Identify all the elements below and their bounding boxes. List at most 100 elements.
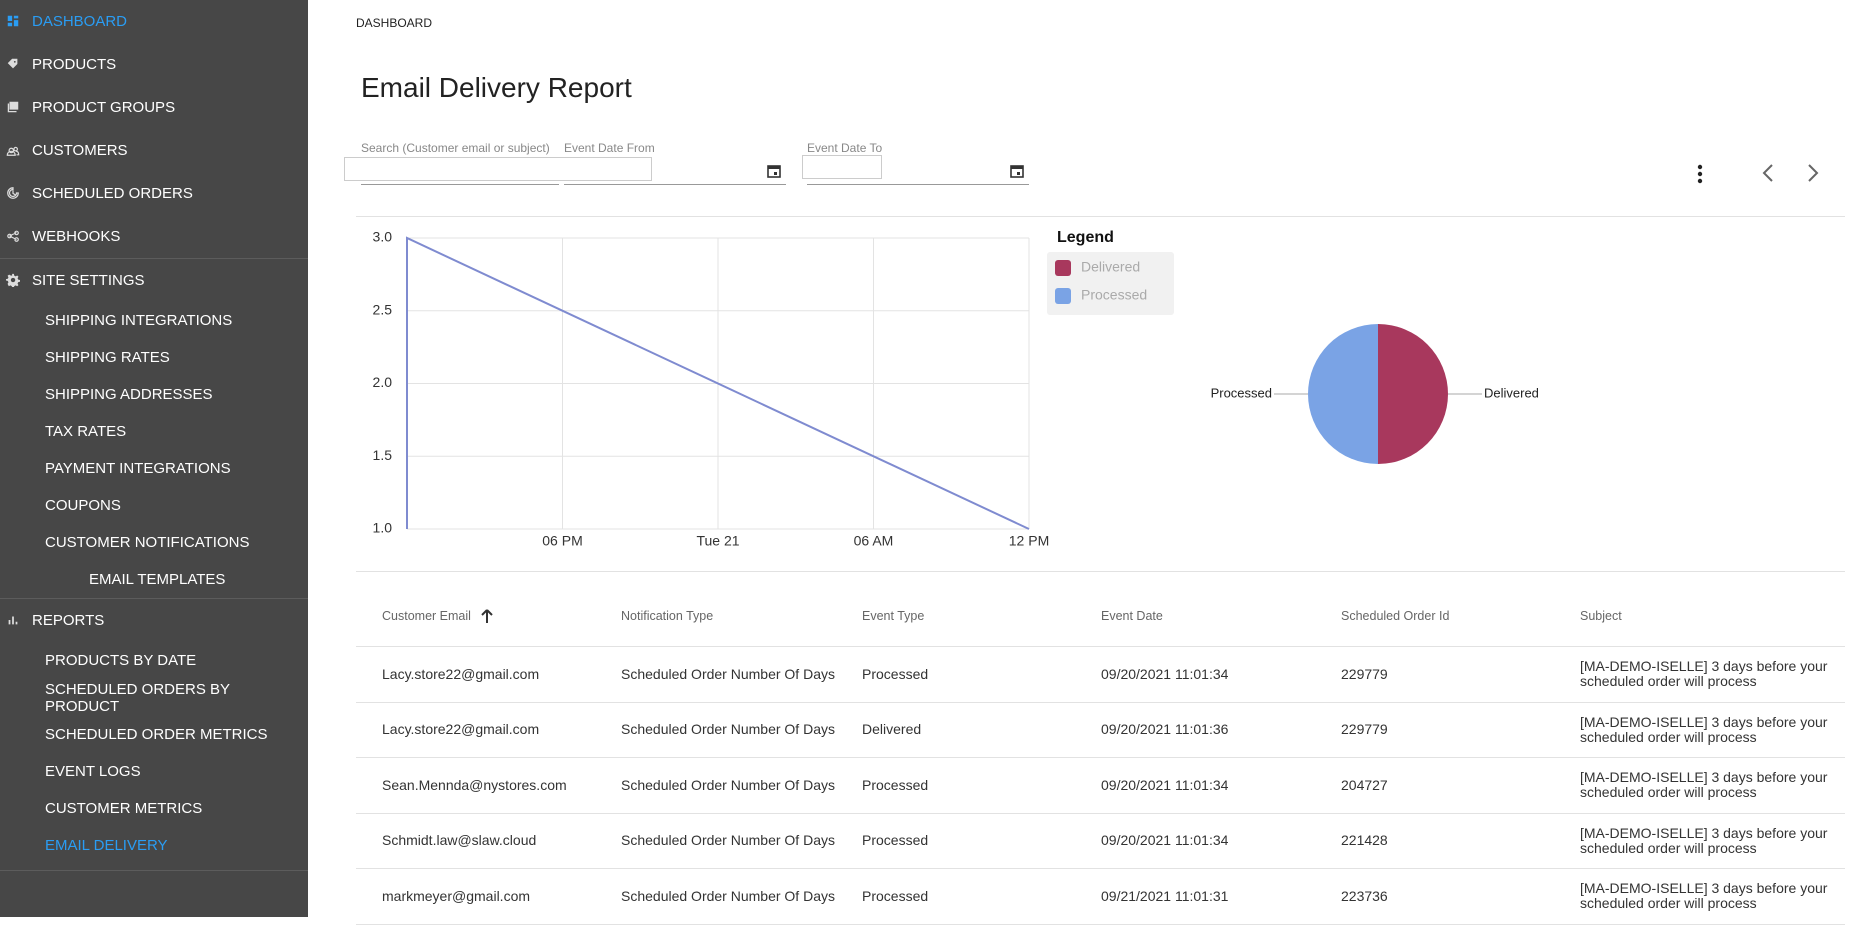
table-cell: Delivered (862, 721, 922, 738)
page-title: Email Delivery Report (361, 72, 632, 103)
nav-divider (0, 258, 308, 259)
sort-arrow-shape (481, 609, 493, 623)
nav-item[interactable]: PRODUCTS (0, 43, 308, 86)
table-cell: [MA-DEMO-ISELLE] 3 days before your sche… (1580, 880, 1828, 912)
calendar-icon[interactable] (767, 164, 781, 178)
nav-item[interactable]: SCHEDULED ORDERS (0, 172, 308, 215)
sort-arrow (481, 609, 493, 623)
column-header-label: Subject (1580, 609, 1622, 623)
nav-subitem[interactable]: SHIPPING INTEGRATIONS (45, 312, 233, 329)
pie-label: Processed (1211, 385, 1272, 400)
nav-item[interactable]: DASHBOARD (0, 0, 308, 43)
nav-icon (7, 58, 18, 69)
column-header[interactable]: Notification Type (621, 586, 856, 646)
prev-page[interactable] (1760, 163, 1776, 183)
table-row[interactable]: Lacy.store22@gmail.com Scheduled Order Nu… (356, 703, 1845, 758)
search-input[interactable] (344, 157, 652, 181)
table-cell: Scheduled Order Number Of Days (621, 665, 835, 682)
table-row[interactable]: Lacy.store22@gmail.com Scheduled Order Nu… (356, 647, 1845, 703)
nav-subitem[interactable]: EMAIL TEMPLATES (89, 571, 226, 588)
table-row[interactable]: markmeyer@gmail.com Scheduled Order Numbe… (356, 869, 1845, 925)
table-cell: 229779 (1341, 721, 1388, 738)
table-cell: 09/21/2021 11:01:31 (1101, 887, 1229, 904)
table-cell: 223736 (1341, 887, 1388, 904)
nav-subitem[interactable]: CUSTOMER METRICS (45, 800, 203, 817)
nav-item[interactable]: CUSTOMERS (0, 129, 308, 172)
breadcrumb[interactable]: DASHBOARD (356, 16, 433, 30)
y-tick-label: 2.0 (373, 374, 393, 390)
nav-subitem[interactable]: PAYMENT INTEGRATIONS (45, 460, 231, 477)
column-header-label: Notification Type (621, 609, 714, 623)
date-to-input[interactable] (802, 155, 882, 179)
table-cell: [MA-DEMO-ISELLE] 3 days before your sche… (1580, 658, 1828, 690)
nav-subitem[interactable]: SCHEDULED ORDERS BY PRODUCT (45, 680, 230, 715)
y-tick-label: 1.0 (373, 520, 393, 536)
table-cell: 229779 (1341, 665, 1388, 682)
y-tick-label: 2.5 (373, 301, 393, 317)
x-tick-label: 12 PM (1009, 533, 1049, 549)
next-page[interactable] (1805, 163, 1821, 183)
table-row[interactable]: Sean.Mennda@nystores.com Scheduled Order … (356, 758, 1845, 814)
data-table: Customer Email Notification Type Event Typ… (356, 586, 1845, 925)
y-tick-label: 1.5 (373, 447, 393, 463)
nav-icon (7, 15, 19, 27)
table-row[interactable]: Schmidt.law@slaw.cloud Scheduled Order Nu… (356, 814, 1845, 869)
nav-item[interactable]: PRODUCT GROUPS (0, 86, 308, 129)
table-cell: 09/20/2021 11:01:34 (1101, 776, 1229, 793)
legend-box (1047, 252, 1174, 315)
table-cell: Lacy.store22@gmail.com (382, 665, 540, 682)
nav-divider (0, 870, 308, 871)
legend-label[interactable]: Processed (1081, 287, 1147, 303)
nav-icon-shape (7, 15, 19, 27)
column-header[interactable]: Scheduled Order Id (1341, 586, 1571, 646)
nav-icon (7, 101, 19, 113)
nav-icon-shape (7, 616, 19, 626)
nav-subitem[interactable]: SCHEDULED ORDER METRICS (45, 726, 268, 743)
table-cell: 09/20/2021 11:01:36 (1101, 721, 1229, 738)
nav-subitem[interactable]: EMAIL DELIVERY (45, 837, 168, 854)
column-header[interactable]: Customer Email (382, 586, 612, 646)
x-tick-label: 06 PM (542, 533, 582, 549)
divider (356, 571, 1845, 572)
nav-item[interactable]: WEBHOOKS (0, 215, 308, 258)
column-header[interactable]: Event Date (1101, 586, 1331, 646)
date-from-underline[interactable] (564, 184, 786, 185)
x-tick-label: Tue 21 (696, 533, 739, 549)
nav-icon-shape (7, 101, 19, 113)
column-header[interactable]: Event Type (862, 586, 1092, 646)
more-menu[interactable] (1694, 163, 1706, 185)
table-cell: 09/20/2021 11:01:34 (1101, 832, 1229, 849)
column-header[interactable]: Subject (1580, 586, 1845, 646)
table-cell: Scheduled Order Number Of Days (621, 832, 835, 849)
nav-icon-shape (6, 146, 20, 156)
nav-subitem[interactable]: CUSTOMER NOTIFICATIONS (45, 534, 250, 551)
nav-subitem[interactable]: TAX RATES (45, 423, 127, 440)
legend-label[interactable]: Delivered (1081, 259, 1140, 275)
column-header-label: Customer Email (382, 609, 471, 623)
pie-slice (1308, 324, 1378, 464)
nav-item[interactable]: SITE SETTINGS (0, 259, 308, 302)
nav-label: WEBHOOKS (32, 228, 121, 245)
nav-subitem[interactable]: SHIPPING ADDRESSES (45, 386, 213, 403)
search-underline (361, 184, 559, 185)
sidebar: DASHBOARD PRODUCTS PRODUCT GROUPS CUSTOMERS… (0, 0, 308, 917)
table-cell: Processed (862, 887, 929, 904)
nav-subitem[interactable]: COUPONS (45, 497, 121, 514)
nav-subitem[interactable]: SHIPPING RATES (45, 349, 170, 366)
calendar-icon[interactable] (1010, 164, 1024, 178)
nav-icon (6, 273, 20, 287)
nav-subitem[interactable]: PRODUCTS BY DATE (45, 652, 197, 669)
nav-item[interactable]: REPORTS (0, 599, 308, 642)
table-cell: Lacy.store22@gmail.com (382, 721, 540, 738)
table-cell: [MA-DEMO-ISELLE] 3 days before your sche… (1580, 769, 1828, 801)
nav-label: DASHBOARD (32, 13, 128, 30)
table-header: Customer Email Notification Type Event Typ… (356, 586, 1845, 647)
table-cell: [MA-DEMO-ISELLE] 3 days before your sche… (1580, 824, 1828, 856)
table-cell: Scheduled Order Number Of Days (621, 721, 835, 738)
date-from-label: Event Date From (564, 141, 655, 155)
table-cell: Processed (862, 665, 929, 682)
y-tick-label: 3.0 (373, 229, 393, 245)
nav-divider (0, 598, 308, 599)
nav-subitem[interactable]: EVENT LOGS (45, 763, 141, 780)
